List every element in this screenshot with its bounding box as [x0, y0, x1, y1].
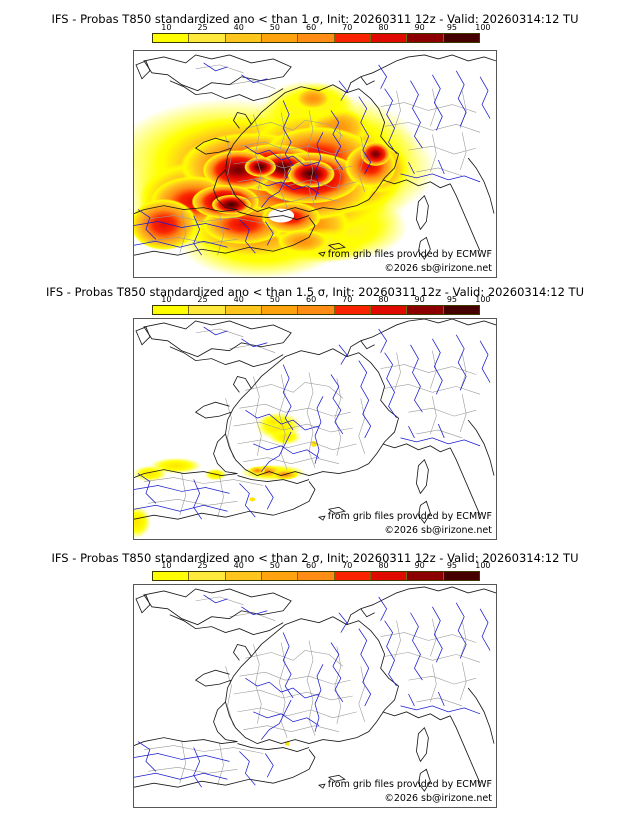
map-panel-1sigma: from grib files provided by ECMWF ©2026 … [133, 50, 497, 278]
colorbar-tick: 70 [342, 295, 353, 304]
colorbar-tick: 100 [475, 295, 491, 304]
colorbar-tick: 40 [233, 23, 244, 32]
colorbar-segment [370, 34, 408, 42]
colorbar-tick: 25 [197, 561, 208, 570]
colorbar-segment [225, 34, 262, 42]
colorbar-segment [225, 572, 262, 580]
colorbar-tick: 25 [197, 23, 208, 32]
colorbar-tick: 90 [414, 561, 425, 570]
colorbar-segment [407, 572, 444, 580]
colorbar-ticks: 10 25 40 50 60 70 80 90 95 100 [152, 22, 490, 33]
panel-title: IFS - Probas T850 standardized ano < tha… [51, 12, 579, 26]
colorbar-segment [261, 572, 299, 580]
colorbar-tick: 90 [414, 23, 425, 32]
colorbar-segment [261, 34, 299, 42]
colorbar-segment [189, 306, 226, 314]
credit-source: from grib files provided by ECMWF [327, 511, 492, 522]
colorbar-tick: 10 [161, 295, 172, 304]
map-canvas [134, 319, 496, 539]
colorbar-segment [334, 306, 371, 314]
colorbar: 10 25 40 50 60 70 80 90 95 100 [152, 22, 491, 43]
colorbar-tick: 95 [446, 295, 457, 304]
credit-copyright: ©2026 sb@irizone.net [384, 263, 492, 274]
credit-source: from grib files provided by ECMWF [327, 779, 492, 790]
colorbar-gradient [152, 305, 480, 315]
colorbar-tick: 95 [446, 23, 457, 32]
colorbar-ticks: 10 25 40 50 60 70 80 90 95 100 [152, 560, 490, 571]
colorbar-tick: 100 [475, 23, 491, 32]
map-canvas [134, 51, 496, 277]
colorbar-tick: 60 [305, 295, 317, 304]
colorbar-segment [261, 306, 299, 314]
colorbar: 10 25 40 50 60 70 80 90 95 100 [152, 560, 491, 581]
colorbar-tick: 60 [305, 561, 317, 570]
colorbar-segment [298, 572, 335, 580]
colorbar-ticks: 10 25 40 50 60 70 80 90 95 100 [152, 294, 490, 305]
colorbar-segment [189, 34, 226, 42]
colorbar-segment [370, 306, 408, 314]
map-canvas [134, 585, 496, 807]
colorbar-segment [407, 306, 444, 314]
credit-copyright: ©2026 sb@irizone.net [384, 525, 492, 536]
panel-title: IFS - Probas T850 standardized ano < tha… [51, 551, 579, 565]
colorbar: 10 25 40 50 60 70 80 90 95 100 [152, 294, 491, 315]
colorbar-segment [334, 34, 371, 42]
colorbar-segment [370, 572, 408, 580]
colorbar-tick: 70 [342, 23, 353, 32]
colorbar-segment [298, 306, 335, 314]
colorbar-segment [334, 572, 371, 580]
colorbar-segment [443, 572, 479, 580]
colorbar-segment [298, 34, 335, 42]
colorbar-segment [189, 572, 226, 580]
colorbar-gradient [152, 571, 480, 581]
panel-title: IFS - Probas T850 standardized ano < tha… [46, 285, 584, 299]
colorbar-tick: 40 [233, 295, 244, 304]
map-panel-1p5sigma: from grib files provided by ECMWF ©2026 … [133, 318, 497, 540]
colorbar-tick: 70 [342, 561, 353, 570]
colorbar-tick: 95 [446, 561, 457, 570]
colorbar-segment [153, 306, 190, 314]
colorbar-tick: 60 [305, 23, 317, 32]
credit-copyright: ©2026 sb@irizone.net [384, 793, 492, 804]
map-panel-2sigma: from grib files provided by ECMWF ©2026 … [133, 584, 497, 808]
colorbar-segment [443, 34, 479, 42]
colorbar-tick: 80 [378, 295, 389, 304]
colorbar-segment [153, 572, 190, 580]
credit-source: from grib files provided by ECMWF [327, 249, 492, 260]
colorbar-tick: 50 [269, 23, 280, 32]
colorbar-tick: 100 [475, 561, 491, 570]
colorbar-tick: 90 [414, 295, 425, 304]
colorbar-segment [153, 34, 190, 42]
colorbar-tick: 10 [161, 561, 172, 570]
colorbar-segment [225, 306, 262, 314]
colorbar-tick: 50 [269, 561, 280, 570]
colorbar-gradient [152, 33, 480, 43]
colorbar-tick: 10 [161, 23, 172, 32]
colorbar-tick: 25 [197, 295, 208, 304]
colorbar-tick: 40 [233, 561, 244, 570]
colorbar-tick: 80 [378, 561, 389, 570]
colorbar-tick: 50 [269, 295, 280, 304]
colorbar-segment [407, 34, 444, 42]
colorbar-tick: 80 [378, 23, 389, 32]
colorbar-segment [443, 306, 479, 314]
